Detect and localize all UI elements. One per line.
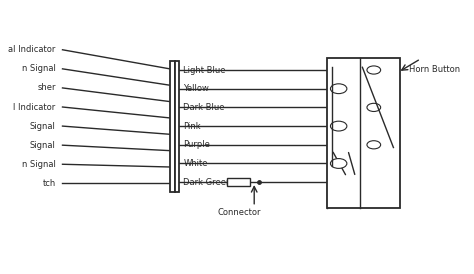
Text: Signal: Signal	[30, 141, 55, 150]
Text: Signal: Signal	[30, 122, 55, 131]
Circle shape	[367, 66, 381, 74]
Text: Dark Green: Dark Green	[183, 178, 232, 187]
Text: al Indicator: al Indicator	[8, 45, 55, 54]
Bar	[327, 58, 400, 208]
Circle shape	[330, 121, 347, 131]
Text: Dark Blue: Dark Blue	[183, 103, 225, 112]
Bar	[227, 178, 250, 186]
Circle shape	[367, 141, 381, 149]
Text: Yellow: Yellow	[183, 84, 210, 93]
Bar	[175, 61, 179, 192]
Text: Purple: Purple	[183, 140, 210, 149]
Circle shape	[330, 84, 347, 94]
Text: l Indicator: l Indicator	[13, 102, 55, 112]
Circle shape	[367, 103, 381, 112]
Text: White: White	[183, 159, 208, 168]
Text: Pink: Pink	[183, 122, 201, 131]
Text: Horn Button: Horn Button	[410, 65, 461, 74]
Circle shape	[330, 159, 347, 169]
Text: Light Blue: Light Blue	[183, 65, 226, 75]
Text: sher: sher	[37, 83, 55, 92]
Text: tch: tch	[42, 179, 55, 188]
Bar	[170, 61, 175, 192]
Text: n Signal: n Signal	[22, 64, 55, 73]
Text: n Signal: n Signal	[22, 160, 55, 169]
Text: Connector: Connector	[218, 208, 261, 217]
